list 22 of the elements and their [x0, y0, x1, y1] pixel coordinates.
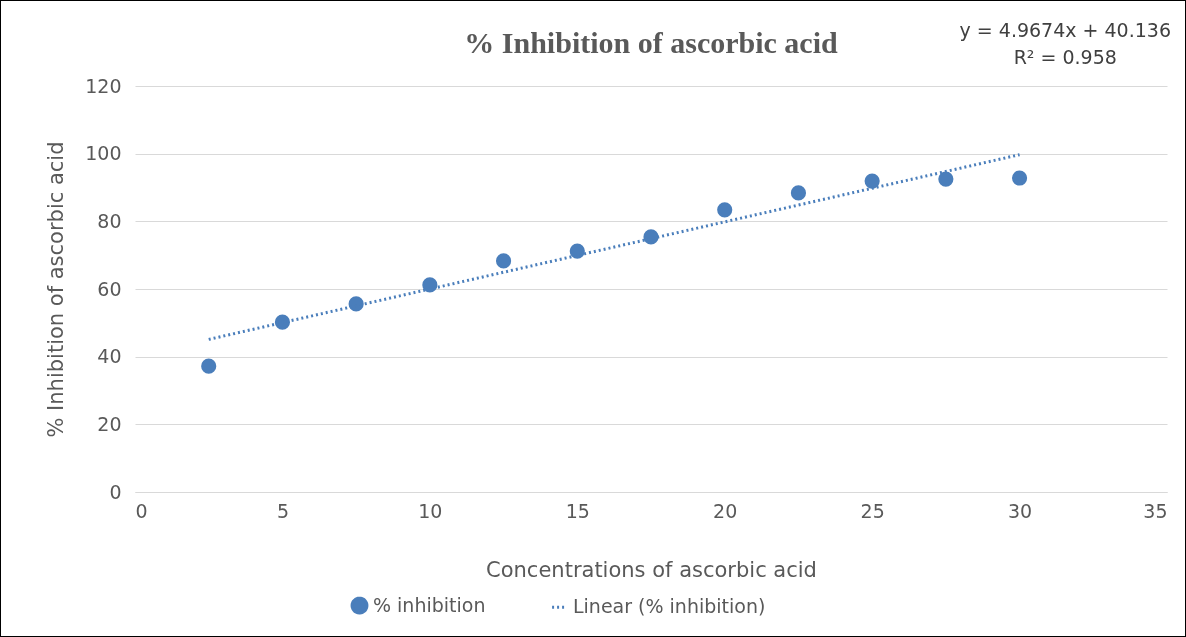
x-tick-label: 10 [418, 499, 443, 522]
x-tick-label: 35 [1143, 499, 1168, 522]
y-tick-label: 100 [85, 142, 122, 165]
x-tick-label: 15 [565, 499, 590, 522]
x-tick-label: 0 [135, 499, 148, 522]
y-tick-label: 120 [85, 74, 122, 97]
chart-title: % Inhibition of ascorbic acid [464, 26, 838, 59]
y-tick-label: 20 [97, 412, 122, 435]
x-tick-label: 20 [713, 499, 738, 522]
x-tick-label: 25 [860, 499, 885, 522]
y-tick-label: 80 [97, 209, 122, 232]
text: y = 4.9674x + 40.136 [959, 18, 1171, 43]
legend-label: Linear (% inhibition) [573, 595, 766, 618]
y-tick-label: 60 [97, 277, 122, 300]
y-axis-title: % Inhibition of ascorbic acid [44, 141, 69, 438]
x-axis-title: Concentrations of ascorbic acid [486, 557, 817, 582]
x-tick-label: 5 [276, 499, 289, 522]
y-tick-label: 40 [97, 345, 122, 368]
y-tick-label: 0 [109, 480, 122, 503]
x-tick-label: 30 [1007, 499, 1033, 522]
legend-label: % inhibition [373, 593, 486, 616]
text: R² = 0.958 [1012, 45, 1118, 70]
